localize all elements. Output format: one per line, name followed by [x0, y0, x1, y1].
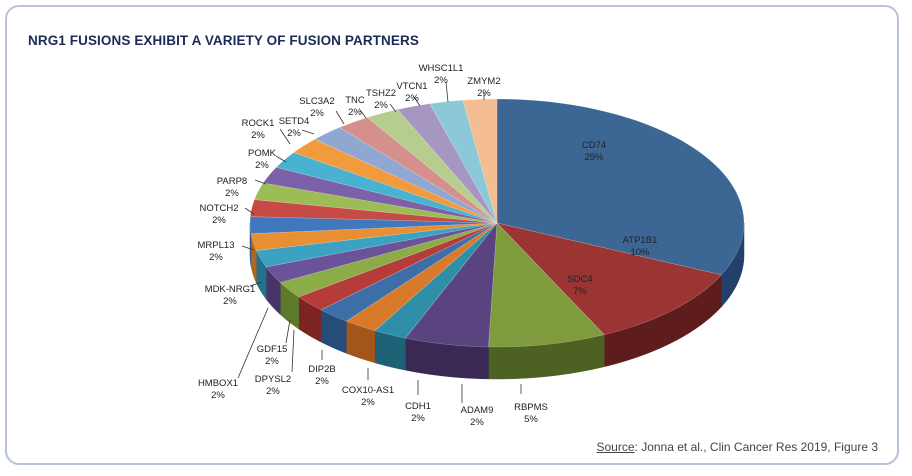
slice-pct-rbpms: 5% [524, 414, 538, 425]
slice-label-mdk-nrg1: MDK-NRG1 [205, 284, 256, 295]
chart-title: NRG1 FUSIONS EXHIBIT A VARIETY OF FUSION… [28, 33, 419, 48]
slice-label-tnc: TNC [345, 95, 365, 106]
slice-pct-mrpl13: 2% [209, 252, 223, 263]
leader-line-dpysl2 [291, 329, 295, 373]
pie-slice-setd4 [293, 138, 498, 224]
slice-label-sdc4: SDC4 [567, 274, 592, 285]
leader-line-parp8 [254, 179, 267, 185]
pie-slice-rock1 [275, 152, 498, 224]
slice-pct-mdk-nrg1: 2% [223, 296, 237, 307]
slice-label-setd4: SETD4 [279, 116, 310, 127]
slice-pct-sdc4: 7% [573, 286, 587, 297]
pie-slice-atp1b1 [496, 222, 722, 336]
slice-label-mrpl13: MRPL13 [198, 240, 235, 251]
leader-line-setd4 [301, 129, 315, 135]
slice-label-cox10-as1: COX10-AS1 [342, 385, 394, 396]
slice-label-parp8: PARP8 [217, 176, 247, 187]
slice-pct-adam9: 2% [470, 417, 484, 428]
slice-pct-vtcn1: 2% [405, 93, 419, 104]
leader-line-notch2 [244, 207, 255, 215]
slice-label-adam9: ADAM9 [461, 405, 494, 416]
pie-labels: CD7429%ATP1B110%SDC47%RBPMS5%ADAM92%CDH1… [198, 63, 658, 428]
pie-slice-slc3a2 [314, 127, 498, 224]
leader-line-rock1 [279, 128, 291, 145]
slice-pct-tnc: 2% [348, 107, 362, 118]
pie-slice-dpysl2 [279, 222, 498, 298]
pie-slice-hmbox1 [255, 222, 498, 268]
pie-slice-sdc4 [488, 222, 605, 348]
pie-slice-vtcn1 [397, 103, 498, 224]
pie-slice-cdh1 [345, 222, 498, 332]
leader-line-hmbox1 [237, 307, 269, 379]
pie-slice-notch2 [249, 199, 498, 224]
slice-label-cd74: CD74 [582, 140, 606, 151]
pie-slice-adam9 [374, 222, 498, 339]
leader-line-mrpl13 [241, 245, 255, 251]
slice-label-rock1: ROCK1 [242, 118, 275, 129]
slice-label-hmbox1: HMBOX1 [198, 378, 238, 389]
slice-pct-whsc1l1: 2% [434, 75, 448, 86]
slice-pct-gdf15: 2% [265, 356, 279, 367]
pie-slice-tnc [339, 117, 498, 224]
slice-label-zmym2: ZMYM2 [467, 76, 500, 87]
leader-line-whsc1l1 [445, 81, 449, 103]
slice-pct-dip2b: 2% [315, 376, 329, 387]
slice-pct-cox10-as1: 2% [361, 397, 375, 408]
leader-line-mdk-nrg1 [249, 281, 263, 287]
slice-pct-rock1: 2% [251, 130, 265, 141]
leader-line-pomk [275, 155, 287, 163]
slice-pct-zmym2: 2% [477, 88, 491, 99]
slice-label-rbpms: RBPMS [514, 402, 548, 413]
slice-pct-hmbox1: 2% [211, 390, 225, 401]
slice-pct-cdh1: 2% [411, 413, 425, 424]
slice-label-gdf15: GDF15 [257, 344, 288, 355]
pie-slice-whsc1l1 [429, 99, 498, 224]
slice-label-tshz2: TSHZ2 [366, 88, 396, 99]
source-text: : Jonna et al., Clin Cancer Res 2019, Fi… [634, 440, 878, 454]
source-prefix: Source [596, 440, 635, 454]
pie-slice-cox10-as1 [320, 222, 498, 322]
pie-slice-tshz2 [366, 109, 498, 224]
slice-pct-cd74: 29% [584, 152, 604, 163]
slice-label-cdh1: CDH1 [405, 401, 431, 412]
slice-pct-pomk: 2% [255, 160, 269, 171]
leader-line-tnc [359, 109, 367, 119]
slice-pct-notch2: 2% [212, 215, 226, 226]
source-citation: Source: Jonna et al., Clin Cancer Res 20… [597, 440, 879, 454]
slice-label-slc3a2: SLC3A2 [299, 96, 334, 107]
pie-slice-cd74 [496, 98, 745, 276]
slice-label-atp1b1: ATP1B1 [623, 235, 658, 246]
slice-label-vtcn1: VTCN1 [396, 81, 427, 92]
pie-slices [249, 98, 745, 348]
slice-label-dpysl2: DPYSL2 [255, 374, 291, 385]
pie-slice-rbpms [404, 222, 498, 348]
pie-slice-mdk-nrg1 [250, 222, 498, 251]
slice-label-dip2b: DIP2B [308, 364, 335, 375]
leader-line-tshz2 [389, 103, 397, 113]
slice-pct-setd4: 2% [287, 128, 301, 139]
leader-line-gdf15 [285, 319, 291, 344]
slice-label-whsc1l1: WHSC1L1 [419, 63, 464, 74]
pie-slice-zmym2 [462, 98, 498, 224]
slice-pct-dpysl2: 2% [266, 386, 280, 397]
slice-label-pomk: POMK [248, 148, 277, 159]
slice-pct-tshz2: 2% [374, 100, 388, 111]
slice-pct-atp1b1: 10% [630, 247, 650, 258]
slice-label-notch2: NOTCH2 [199, 203, 238, 214]
slice-pct-slc3a2: 2% [310, 108, 324, 119]
pie-slice-mrpl13 [249, 216, 498, 235]
leader-line-slc3a2 [335, 110, 345, 125]
leader-line-vtcn1 [413, 96, 421, 107]
slice-pct-parp8: 2% [225, 188, 239, 199]
pie-slice-dip2b [298, 222, 498, 311]
pie-slice-gdf15 [265, 222, 498, 283]
pie-side-walls [249, 222, 745, 380]
